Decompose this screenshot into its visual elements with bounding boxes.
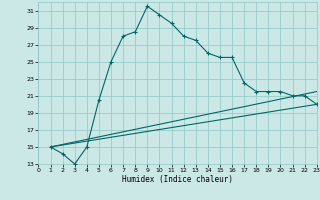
X-axis label: Humidex (Indice chaleur): Humidex (Indice chaleur) xyxy=(122,175,233,184)
